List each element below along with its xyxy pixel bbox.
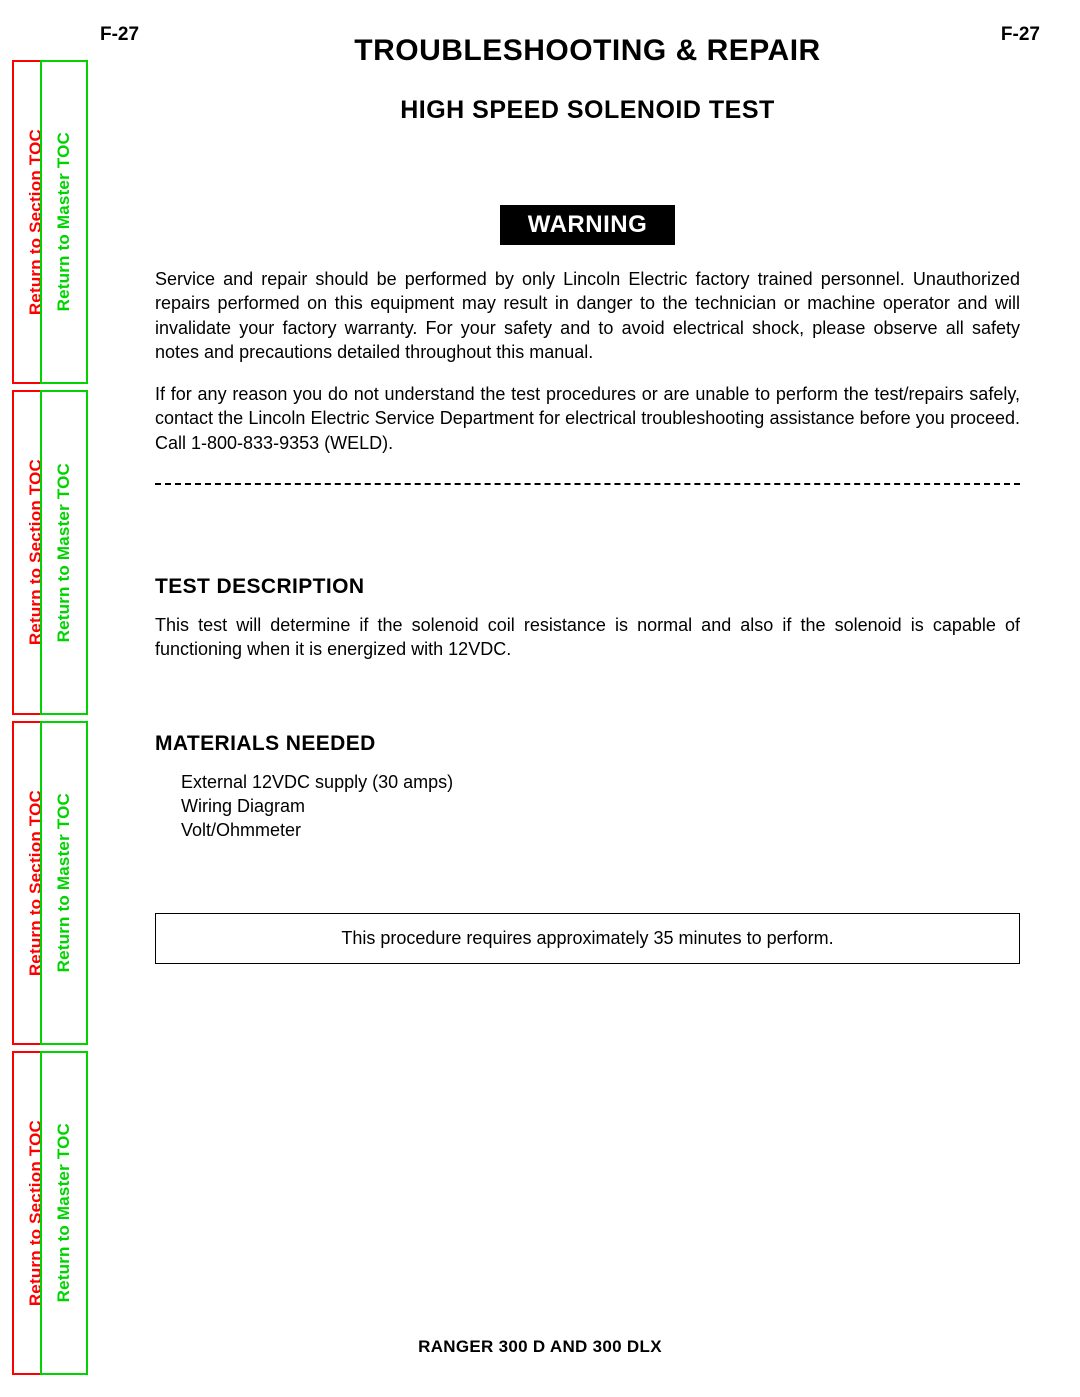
master-toc-link-2[interactable]: Return to Master TOC (40, 390, 88, 714)
master-toc-link-1[interactable]: Return to Master TOC (40, 60, 88, 384)
materials-item: Wiring Diagram (181, 794, 1020, 818)
master-toc-link-4[interactable]: Return to Master TOC (40, 1051, 88, 1375)
master-toc-label: Return to Master TOC (54, 463, 74, 642)
warning-paragraph-2: If for any reason you do not understand … (155, 382, 1020, 455)
page-root: Return to Section TOC Return to Section … (0, 0, 1080, 1397)
warning-paragraph-1: Service and repair should be performed b… (155, 267, 1020, 364)
duration-note-box: This procedure requires approximately 35… (155, 913, 1020, 964)
test-title: HIGH SPEED SOLENOID TEST (155, 96, 1020, 125)
test-description-heading: TEST DESCRIPTION (155, 575, 1020, 599)
master-toc-link-3[interactable]: Return to Master TOC (40, 721, 88, 1045)
master-toc-label: Return to Master TOC (54, 132, 74, 311)
chapter-title: TROUBLESHOOTING & REPAIR (155, 34, 1020, 68)
dashed-separator (155, 483, 1020, 485)
duration-note-text: This procedure requires approximately 35… (341, 928, 833, 948)
content-column: TROUBLESHOOTING & REPAIR HIGH SPEED SOLE… (155, 28, 1020, 1357)
test-description-body: This test will determine if the solenoid… (155, 613, 1020, 662)
master-toc-label: Return to Master TOC (54, 793, 74, 972)
master-toc-label: Return to Master TOC (54, 1123, 74, 1302)
materials-needed-heading: MATERIALS NEEDED (155, 732, 1020, 756)
warning-label: WARNING (500, 205, 676, 245)
materials-item: External 12VDC supply (30 amps) (181, 770, 1020, 794)
materials-item: Volt/Ohmmeter (181, 818, 1020, 842)
page-number-left: F-27 (100, 24, 139, 46)
footer-model: RANGER 300 D AND 300 DLX (0, 1337, 1080, 1357)
master-toc-strip: Return to Master TOC Return to Master TO… (40, 60, 88, 1375)
materials-list: External 12VDC supply (30 amps) Wiring D… (155, 770, 1020, 843)
